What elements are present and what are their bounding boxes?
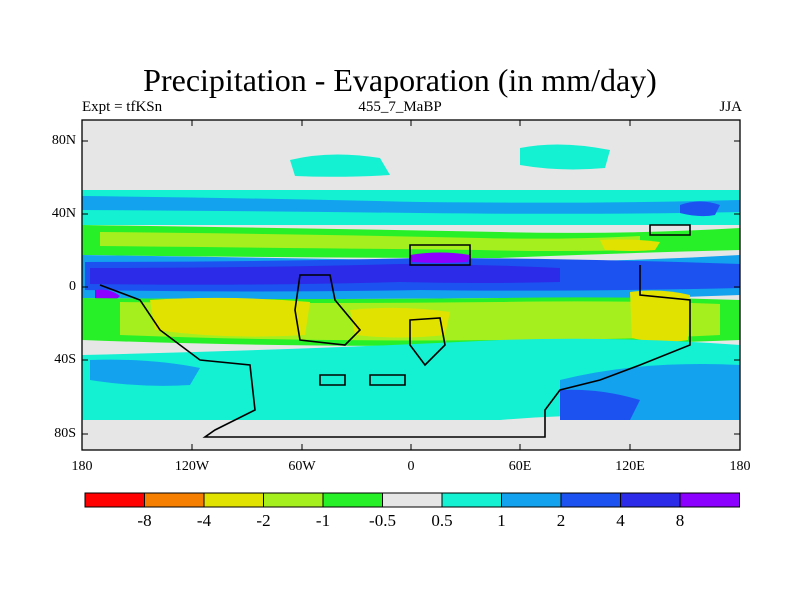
colorbar-label: 2 [556,511,566,530]
map-title: Precipitation - Evaporation (in mm/day) [143,62,657,98]
field-c2 [150,297,310,337]
lon-tick-label: 120W [174,459,210,474]
field-c8 [680,201,720,217]
season-label: JJA [719,99,742,115]
colorbar-box [203,492,264,508]
lon-tick-label: 180 [71,459,93,474]
lon-tick-label: 0 [407,459,415,474]
lon-tick-label: 120E [615,459,645,474]
colorbar-label: -0.5 [369,511,396,530]
colorbar-box [263,492,324,508]
age-label: 455_7_MaBP [358,99,442,115]
field-c6 [290,154,390,177]
colorbar-label: 1 [497,511,506,530]
coastline [99,224,691,438]
field-c5 [82,420,740,450]
field-c2 [630,290,690,343]
experiment-label: Expt = tfKSn [82,99,163,115]
lat-tick-label: 40S [54,352,76,367]
colorbar-box [560,492,621,508]
colorbar-box [382,492,443,508]
colorbar-label: -1 [315,511,331,530]
field-c2 [350,307,450,338]
colorbar-label: -2 [256,511,271,530]
colorbar-box [679,492,740,508]
lat-tick-label: 0 [69,279,76,294]
field-c10 [410,252,470,263]
colorbar-label: -8 [137,511,152,530]
colorbar-box [144,492,205,508]
colorbar-label: -4 [196,511,212,530]
colorbar-box [620,492,681,508]
field-c7 [82,196,740,214]
lon-tick-label: 60W [288,459,316,474]
lat-tick-label: 40N [51,206,76,221]
field-c2 [600,239,660,251]
colorbar-label: 8 [675,511,685,530]
tick-marks [82,120,740,450]
map-field [82,120,740,450]
field-c3 [100,232,640,251]
colorbar-label: 4 [616,511,625,530]
lon-tick-label: 180 [729,459,751,474]
colorbar-box [322,492,383,508]
field-c8 [560,389,640,423]
colorbar-box [501,492,562,508]
colorbar-box [84,492,145,508]
colorbar-label: 0.5 [431,511,453,530]
colorbar-box [441,492,502,508]
lon-tick-label: 60E [508,459,532,474]
lat-tick-label: 80N [51,133,76,148]
field-c6 [520,144,610,170]
lat-tick-label: 80S [54,426,76,441]
field-c7 [90,359,200,386]
